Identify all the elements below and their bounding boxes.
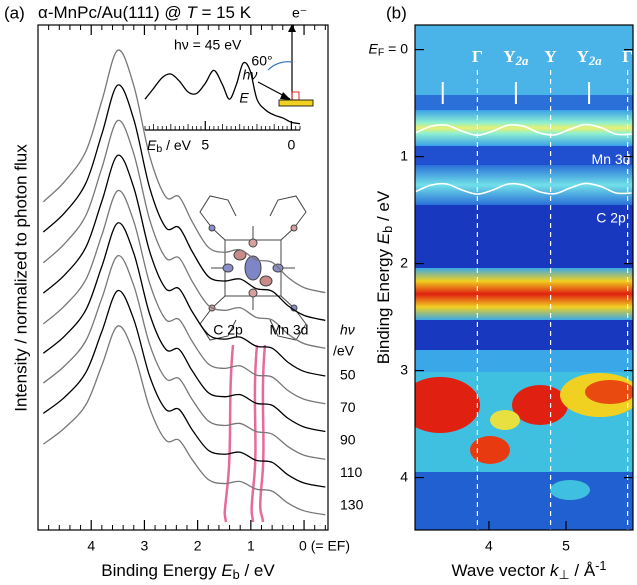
symmetry-label: Y2a bbox=[503, 47, 529, 68]
chart-title: α-MnPc/Au(111) @ T = 15 K bbox=[38, 3, 252, 22]
text-part: E bbox=[368, 40, 378, 56]
text-part: Binding Energy bbox=[374, 244, 393, 364]
hv-label: hν bbox=[340, 322, 355, 338]
geometry-label: hν bbox=[243, 67, 258, 83]
hv-value: 50 bbox=[340, 367, 356, 383]
spectrum-line bbox=[42, 119, 326, 349]
y-tick-label: EF = 0 bbox=[368, 40, 408, 58]
geometry-label: e⁻ bbox=[292, 5, 307, 21]
text-part: / eV bbox=[374, 190, 393, 226]
band-line bbox=[415, 123, 632, 137]
panel-label: (a) bbox=[4, 3, 25, 22]
geometry-sketch bbox=[257, 24, 314, 107]
inset-x-label: Eb / eV bbox=[147, 137, 192, 155]
y-tick-label: 2 bbox=[400, 254, 408, 270]
hv-value: 90 bbox=[340, 432, 356, 448]
molecule bbox=[199, 195, 307, 341]
text-part: / eV bbox=[162, 137, 191, 153]
hv-value: 110 bbox=[340, 464, 363, 480]
x-axis-label: Binding Energy Eb / eV bbox=[101, 561, 275, 582]
text-part: = 15 K bbox=[197, 3, 252, 22]
x-tick-label: 4 bbox=[485, 538, 493, 554]
band-label: C 2p bbox=[596, 210, 626, 226]
plot-frame bbox=[414, 24, 634, 531]
inset-title: hν = 45 eV bbox=[174, 37, 242, 53]
plot-frame bbox=[37, 24, 329, 531]
guide-lines bbox=[223, 344, 267, 523]
x-tick-label: 2 bbox=[194, 538, 202, 554]
band-label: Mn 3d bbox=[592, 151, 631, 167]
text-part: Y bbox=[544, 47, 556, 66]
hv-value: 70 bbox=[340, 399, 356, 415]
text-part: E bbox=[374, 232, 393, 244]
text-part: b bbox=[156, 143, 162, 155]
text-part: 2a bbox=[588, 54, 602, 68]
y-tick-label: 3 bbox=[400, 361, 408, 377]
spectrum-line bbox=[42, 189, 326, 405]
x-tick-label: 4 bbox=[87, 538, 95, 554]
inset-tick-label: 5 bbox=[201, 137, 209, 153]
geometry-label: E bbox=[239, 90, 249, 106]
text-part: F bbox=[378, 47, 384, 59]
spectrum-line bbox=[42, 222, 326, 433]
text-part: E bbox=[147, 137, 157, 153]
band-line bbox=[415, 182, 632, 195]
geometry-label: 60° bbox=[251, 53, 272, 69]
annotation: Mn 3d bbox=[270, 322, 309, 338]
spectrum-line bbox=[42, 289, 326, 488]
text-part: T bbox=[186, 3, 198, 22]
text-part: k bbox=[550, 561, 560, 580]
text-part: b bbox=[233, 567, 240, 582]
text-part: b bbox=[380, 226, 395, 233]
y-axis-label: Binding Energy Eb / eV bbox=[374, 190, 395, 364]
spectrum-line bbox=[42, 255, 326, 460]
y-tick-label: 1 bbox=[400, 147, 408, 163]
x-tick-label: 1 bbox=[247, 538, 255, 554]
spectrum-line bbox=[42, 325, 326, 516]
annotation: C 2p bbox=[213, 322, 243, 338]
text-part: Y bbox=[577, 47, 589, 66]
text-part: Γ bbox=[472, 47, 483, 66]
symmetry-label: Y2a bbox=[577, 47, 603, 68]
text-part: E bbox=[221, 561, 233, 580]
inset-tick-label: 0 bbox=[287, 137, 295, 153]
text-part: Binding Energy bbox=[101, 561, 221, 580]
text-part: / Å bbox=[570, 561, 596, 580]
symmetry-label: Y bbox=[544, 47, 556, 66]
spectrum-line bbox=[42, 154, 326, 377]
y-tick-label: 4 bbox=[400, 468, 408, 484]
symmetry-label: Γ bbox=[472, 47, 483, 66]
text-part: / eV bbox=[240, 561, 276, 580]
text-part: -1 bbox=[595, 558, 606, 573]
text-part: ⊥ bbox=[559, 567, 570, 582]
y-axis-label: Intensity / normalized to photon flux bbox=[11, 144, 30, 412]
spectrum-line bbox=[42, 84, 326, 322]
text-part: Γ bbox=[622, 47, 633, 66]
x-tick-label: 3 bbox=[141, 538, 149, 554]
x-tick-label: 0 (= EF) bbox=[299, 538, 350, 554]
inset-line bbox=[144, 61, 301, 125]
x-axis-label: Wave vector k⊥ / Å-1 bbox=[451, 558, 606, 582]
text-part: 2a bbox=[515, 54, 529, 68]
text-part: Wave vector bbox=[451, 561, 550, 580]
symmetry-label: Γ bbox=[622, 47, 633, 66]
panel-label: (b) bbox=[386, 3, 407, 22]
text-part: = 0 bbox=[384, 40, 408, 56]
text-part: Y bbox=[503, 47, 515, 66]
text-part: α-MnPc/Au(111) @ bbox=[38, 3, 186, 22]
hv-value: 130 bbox=[340, 497, 364, 513]
spectrum-line bbox=[42, 49, 326, 294]
hv-unit: /eV bbox=[333, 343, 355, 359]
x-tick-label: 5 bbox=[562, 538, 570, 554]
heatmap-image bbox=[415, 25, 633, 530]
